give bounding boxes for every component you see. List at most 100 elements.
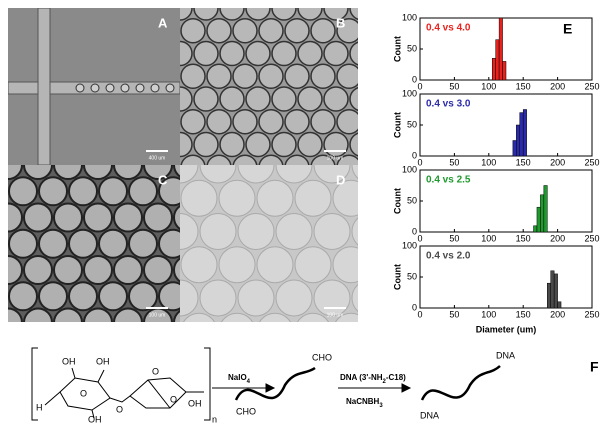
bar <box>540 195 543 232</box>
droplet <box>363 110 387 134</box>
x-tick-label: 100 <box>481 157 496 167</box>
droplet <box>76 84 84 92</box>
droplet <box>181 64 205 88</box>
droplet <box>314 280 350 316</box>
droplet <box>144 204 172 232</box>
droplet <box>129 335 157 363</box>
droplet <box>144 256 172 284</box>
droplet <box>129 282 157 310</box>
channel <box>38 8 50 165</box>
scale-label: 400 um <box>149 155 166 161</box>
y-axis-label: Count <box>392 264 402 290</box>
droplet <box>9 177 37 205</box>
droplet <box>0 177 7 205</box>
droplet <box>363 155 387 179</box>
droplet <box>194 133 218 157</box>
droplet <box>257 313 293 349</box>
scale-label: 100 um <box>327 312 344 318</box>
reagent: NaIO4 <box>228 373 251 384</box>
droplet <box>311 110 335 134</box>
droplet <box>324 87 348 111</box>
x-tick-label: 0 <box>417 81 422 91</box>
droplet <box>257 180 293 216</box>
bar <box>547 283 550 308</box>
x-tick-label: 250 <box>584 81 599 91</box>
droplet <box>69 282 97 310</box>
droplet <box>259 110 283 134</box>
droplet <box>99 282 127 310</box>
droplet <box>311 19 335 43</box>
x-tick-label: 250 <box>584 309 599 319</box>
droplet <box>0 204 22 232</box>
droplet <box>219 313 255 349</box>
droplet <box>207 110 231 134</box>
droplet <box>54 309 82 337</box>
panel-letter: E <box>563 21 572 37</box>
droplet <box>311 64 335 88</box>
scale-label: 100 um <box>327 155 344 161</box>
droplet <box>337 110 361 134</box>
x-tick-label: 100 <box>481 309 496 319</box>
droplet <box>246 42 270 66</box>
droplet <box>9 282 37 310</box>
droplet <box>259 64 283 88</box>
reagent-subscript: 4 <box>247 379 251 385</box>
bar <box>544 186 547 233</box>
droplet <box>114 256 142 284</box>
droplet <box>69 177 97 205</box>
y-axis-label: Count <box>392 36 402 62</box>
droplet <box>99 177 127 205</box>
droplet <box>219 247 255 283</box>
droplet <box>233 19 257 43</box>
droplet <box>54 204 82 232</box>
reagent: NaCNBH3 <box>346 397 383 408</box>
bar <box>496 40 499 80</box>
droplet <box>333 313 369 349</box>
y-tick-label: 0 <box>412 150 417 160</box>
droplet <box>352 280 388 316</box>
bar <box>523 110 526 157</box>
y-tick-label: 0 <box>412 302 417 312</box>
bar <box>499 18 502 80</box>
droplet <box>295 180 331 216</box>
droplet <box>350 0 374 20</box>
droplet <box>129 230 157 258</box>
x-tick-label: 50 <box>449 233 459 243</box>
droplet <box>194 42 218 66</box>
droplet <box>181 110 205 134</box>
y-tick-label: 50 <box>407 43 417 53</box>
annotation: 0.4 vs 2.0 <box>426 251 471 262</box>
droplet <box>363 19 387 43</box>
y-tick-label: 50 <box>407 271 417 281</box>
droplet <box>350 87 374 111</box>
droplet <box>39 177 67 205</box>
panel-letter: C <box>158 172 168 187</box>
x-tick-label: 250 <box>584 157 599 167</box>
x-tick-label: 0 <box>417 157 422 167</box>
droplet <box>350 133 374 157</box>
droplet <box>84 256 112 284</box>
droplet <box>39 282 67 310</box>
droplet <box>238 280 274 316</box>
droplet <box>246 87 270 111</box>
droplet <box>24 256 52 284</box>
group-label: CHO <box>236 406 256 416</box>
bar <box>537 207 540 232</box>
droplet <box>246 133 270 157</box>
x-tick-label: 0 <box>417 233 422 243</box>
x-tick-label: 250 <box>584 233 599 243</box>
scale-label: 100 um <box>149 312 166 318</box>
droplet <box>151 84 159 92</box>
page: {"panels": [ {"letter": "A", "scale_labe… <box>0 0 604 428</box>
y-axis-label: Count <box>392 112 402 138</box>
reagent-text: NaCNBH <box>346 397 380 406</box>
droplet <box>200 280 236 316</box>
droplet <box>272 0 296 20</box>
atom-label: n <box>212 414 217 423</box>
droplet <box>272 42 296 66</box>
bar <box>492 58 495 80</box>
panel-letter: D <box>336 172 345 187</box>
x-tick-label: 150 <box>516 157 531 167</box>
panel-letter: B <box>336 15 345 30</box>
